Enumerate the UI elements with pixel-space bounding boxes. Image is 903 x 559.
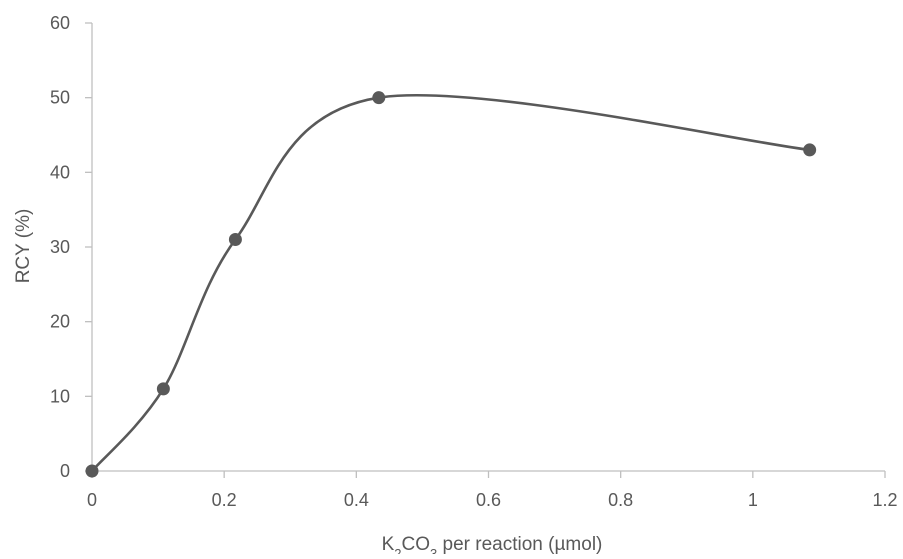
series-line [90, 93, 811, 473]
x-tick-label: 0.6 [476, 490, 501, 510]
x-axis-title: K2CO3 per reaction (µmol) [382, 534, 603, 554]
data-point [803, 143, 817, 157]
y-axis-title: RCY (%) [13, 209, 34, 284]
y-tick-label: 40 [50, 162, 70, 182]
y-tick-label: 60 [50, 13, 70, 33]
data-point [228, 233, 242, 247]
series [85, 91, 817, 478]
x-tick-label: 0.2 [212, 490, 237, 510]
tick-labels: 0 0.2 0.4 0.6 0.8 1 1.2 0 10 20 30 40 50 60 [50, 13, 898, 510]
x-axis-title-sub2: 3 [430, 546, 437, 555]
y-tick-label: 50 [50, 88, 70, 108]
x-axis-title-co: CO [402, 534, 431, 554]
data-point [372, 91, 386, 105]
x-axis-title-rest: per reaction (µmol) [437, 534, 602, 554]
x-axis-title-sub1: 2 [394, 546, 401, 555]
data-point [156, 382, 170, 396]
axes [85, 22, 886, 478]
x-tick-label: 0 [87, 490, 97, 510]
x-axis-title-k: K [382, 534, 395, 554]
data-point [85, 464, 99, 478]
y-tick-label: 20 [50, 312, 70, 332]
x-tick-label: 0.4 [344, 490, 369, 510]
x-tick-label: 1.2 [872, 490, 897, 510]
y-tick-label: 0 [60, 461, 70, 481]
y-tick-label: 30 [50, 237, 70, 257]
x-tick-label: 1 [748, 490, 758, 510]
y-tick-label: 10 [50, 386, 70, 406]
x-tick-label: 0.8 [608, 490, 633, 510]
